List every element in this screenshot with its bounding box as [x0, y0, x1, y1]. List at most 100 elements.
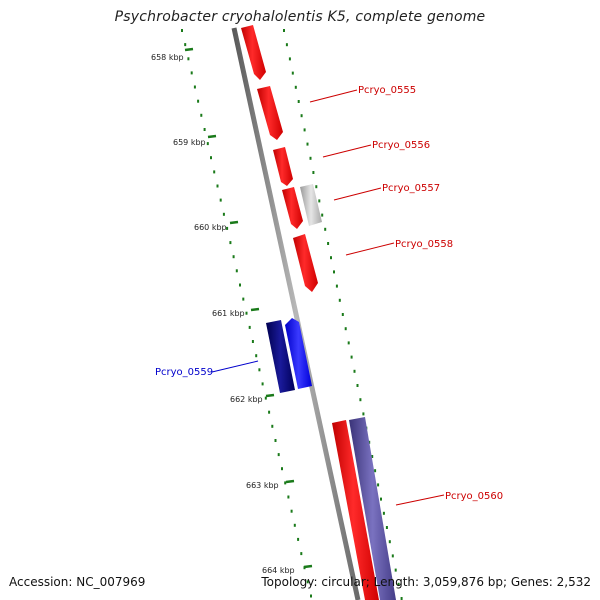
gene-track-dot: [294, 85, 297, 89]
gene-track-dot: [285, 43, 288, 47]
leader-line-pcryo-0559: [211, 360, 259, 373]
scale-dot: [310, 594, 312, 598]
gene-track-dot: [321, 213, 324, 217]
scale-dot: [293, 523, 296, 527]
gene-track-dot: [377, 483, 380, 487]
gene-features: [241, 25, 396, 600]
scale-dot: [184, 43, 187, 47]
map-title: Psychrobacter cryohalolentis K5, complet…: [114, 9, 486, 25]
gene-bar-pcryo-0560-purple[interactable]: [349, 417, 396, 600]
scale-dot: [290, 509, 293, 513]
gene-track-dots: [283, 29, 403, 600]
scale-dot: [210, 156, 212, 160]
scale-dot: [255, 354, 258, 358]
gene-track-dot: [388, 540, 391, 544]
gene-track-dot: [338, 298, 341, 302]
scale-dot: [187, 57, 190, 61]
scale-dot: [258, 368, 261, 372]
gene-label-pcryo-0560[interactable]: Pcryo_0560: [445, 491, 503, 502]
gene-arrow-pcryo-0557-gray[interactable]: [300, 184, 322, 226]
genome-summary-text: Topology: circular; Length: 3,059,876 bp…: [261, 575, 591, 589]
gene-label-pcryo-0557[interactable]: Pcryo_0557: [382, 183, 440, 194]
tick-mark-659: [207, 134, 217, 139]
scale-dot: [222, 212, 225, 216]
scale-dot: [190, 71, 193, 75]
scale-dot: [248, 325, 251, 329]
gene-track-dot: [291, 71, 294, 75]
gene-arrow-pcryo-0556[interactable]: [273, 147, 293, 186]
scale-dot: [268, 410, 271, 414]
tick-label-664: 664 kbp: [262, 566, 295, 575]
gene-track-dot: [330, 256, 332, 260]
gene-track-dot: [315, 185, 318, 189]
gene-track-dot: [353, 369, 356, 373]
scale-dot: [197, 99, 200, 103]
leader-line-pcryo-0556: [322, 144, 372, 158]
scale-dot: [284, 481, 287, 485]
scale-dot: [297, 537, 300, 541]
gene-track-dot: [347, 341, 350, 345]
tick-label-663: 663 kbp: [246, 481, 279, 490]
gene-track-dot: [312, 171, 315, 174]
gene-arrow-pcryo-0559-blue[interactable]: [285, 318, 312, 389]
tick-mark-658: [184, 47, 194, 52]
gene-track-dot: [400, 597, 403, 600]
gene-track-dot: [300, 114, 303, 118]
accession-text: Accession: NC_007969: [9, 575, 146, 589]
gene-track-dot: [327, 242, 330, 245]
scale-dot: [229, 241, 232, 245]
scale-dot: [200, 113, 203, 117]
scale-dot: [193, 85, 196, 89]
gene-track-dot: [303, 128, 306, 132]
scale-dot: [287, 495, 290, 499]
tick-mark-664: [303, 564, 313, 569]
scale-dot: [264, 396, 267, 400]
tick-label-658: 658 kbp: [151, 53, 184, 62]
gene-track-dot: [297, 100, 300, 103]
gene-track-dot: [385, 526, 388, 529]
gene-track-dot: [344, 327, 347, 331]
scale-dot: [261, 382, 264, 386]
tick-mark-660: [229, 220, 239, 225]
scale-dot: [203, 128, 206, 131]
scale-dot: [242, 297, 245, 301]
gene-track-dot: [397, 582, 400, 586]
gene-arrow-pcryo-0558[interactable]: [293, 234, 318, 292]
scale-dot: [271, 424, 274, 428]
gene-track-dot: [362, 412, 365, 416]
gene-track-dot: [306, 142, 309, 146]
scale-dot: [206, 142, 209, 146]
scale-dot: [277, 453, 280, 457]
scale-track-dots: [181, 29, 312, 598]
gene-label-pcryo-0559[interactable]: Pcryo_0559: [155, 367, 213, 378]
scale-dot: [300, 552, 303, 556]
gene-label-pcryo-0558[interactable]: Pcryo_0558: [395, 239, 453, 250]
leader-line-pcryo-0558: [345, 242, 395, 256]
gene-track-dot: [391, 554, 394, 558]
tick-label-661: 661 kbp: [212, 309, 245, 318]
gene-bar-pcryo-0559-navy[interactable]: [266, 320, 295, 393]
tick-label-660: 660 kbp: [194, 223, 227, 232]
scale-ticks: 658 kbp 659 kbp 660 kbp 661 kbp 662 kbp …: [151, 47, 313, 575]
gene-track-dot: [288, 57, 291, 61]
scale-dot: [235, 269, 238, 273]
gene-labels: Pcryo_0555 Pcryo_0556 Pcryo_0557 Pcryo_0…: [155, 85, 503, 506]
tick-label-659: 659 kbp: [173, 138, 206, 147]
scale-dot: [213, 170, 216, 174]
gene-label-pcryo-0555[interactable]: Pcryo_0555: [358, 85, 416, 96]
gene-bar-pcryo-0560-red[interactable]: [332, 420, 379, 600]
scale-dot: [226, 226, 229, 230]
gene-arrow-pcryo-0555[interactable]: [257, 86, 283, 140]
gene-track-dot: [318, 199, 321, 203]
leader-line-pcryo-0557: [333, 187, 382, 201]
gene-arrow-top[interactable]: [241, 25, 266, 80]
scale-dot: [181, 29, 183, 32]
tick-label-662: 662 kbp: [230, 395, 263, 404]
gene-track-dot: [382, 511, 385, 515]
scale-dot: [219, 198, 222, 202]
gene-track-dot: [356, 384, 359, 387]
gene-arrow-pcryo-0557-red[interactable]: [282, 187, 303, 229]
gene-track-dot: [341, 313, 344, 316]
gene-label-pcryo-0556[interactable]: Pcryo_0556: [372, 140, 430, 151]
